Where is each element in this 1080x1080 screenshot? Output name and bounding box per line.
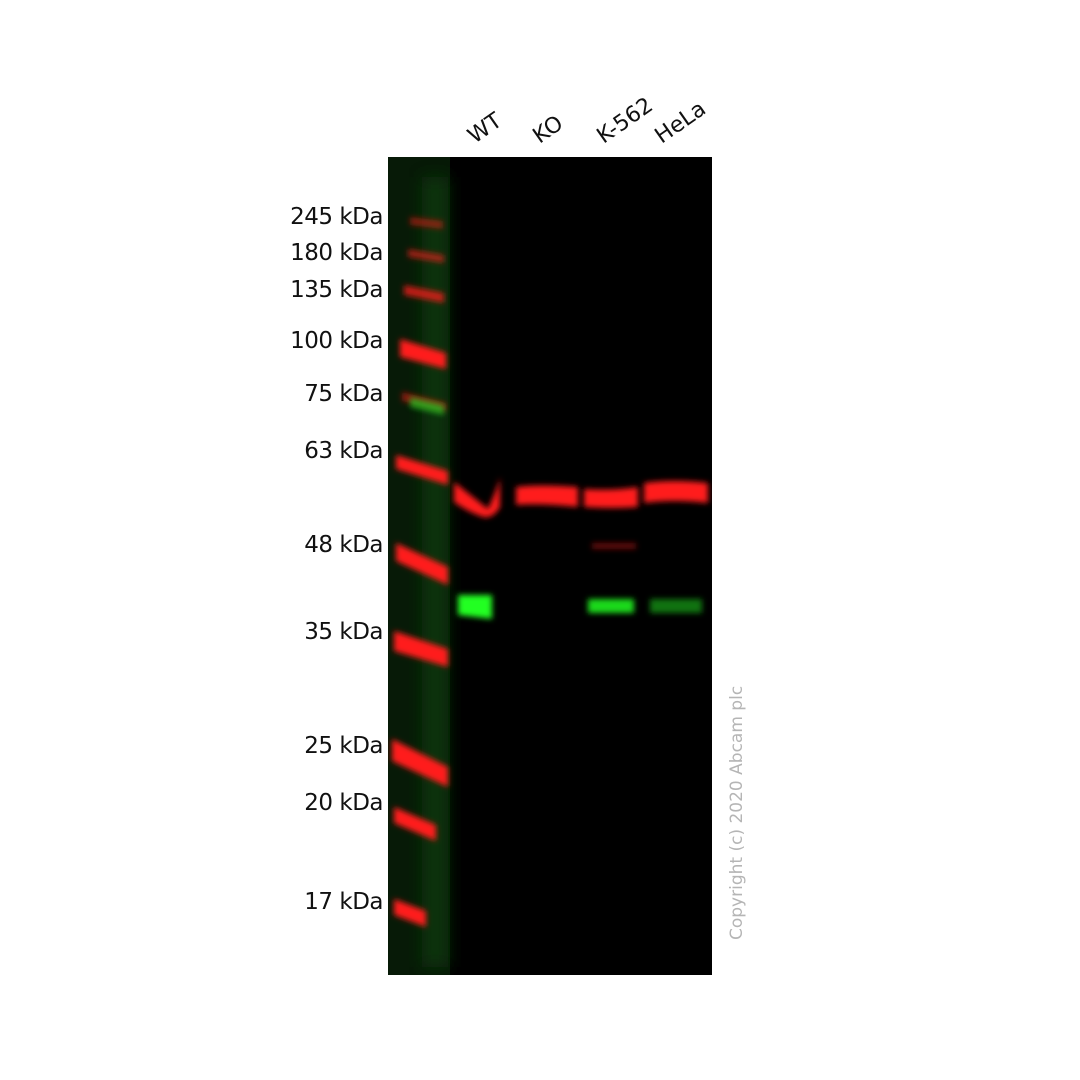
- marker-label: 100 kDa: [290, 328, 383, 354]
- lane-label-wt: WT: [463, 108, 507, 149]
- lane-label-k562: K-562: [592, 92, 658, 149]
- western-blot-image: [388, 157, 712, 975]
- marker-label: 48 kDa: [304, 532, 383, 558]
- marker-label: 180 kDa: [290, 240, 383, 266]
- marker-label: 25 kDa: [304, 733, 383, 759]
- copyright-watermark: Copyright (c) 2020 Abcam plc: [727, 685, 747, 940]
- marker-label: 35 kDa: [304, 619, 383, 645]
- marker-label: 135 kDa: [290, 277, 383, 303]
- marker-label: 20 kDa: [304, 790, 383, 816]
- lane-label-ko: KO: [528, 111, 569, 149]
- ladder-green-band: [410, 397, 444, 415]
- marker-label: 75 kDa: [304, 381, 383, 407]
- marker-label: 17 kDa: [304, 889, 383, 915]
- lane-label-hela: HeLa: [650, 96, 711, 149]
- target-red-bands: [454, 477, 708, 549]
- marker-label: 63 kDa: [304, 438, 383, 464]
- marker-label: 245 kDa: [290, 204, 383, 230]
- target-green-bands: [458, 595, 702, 619]
